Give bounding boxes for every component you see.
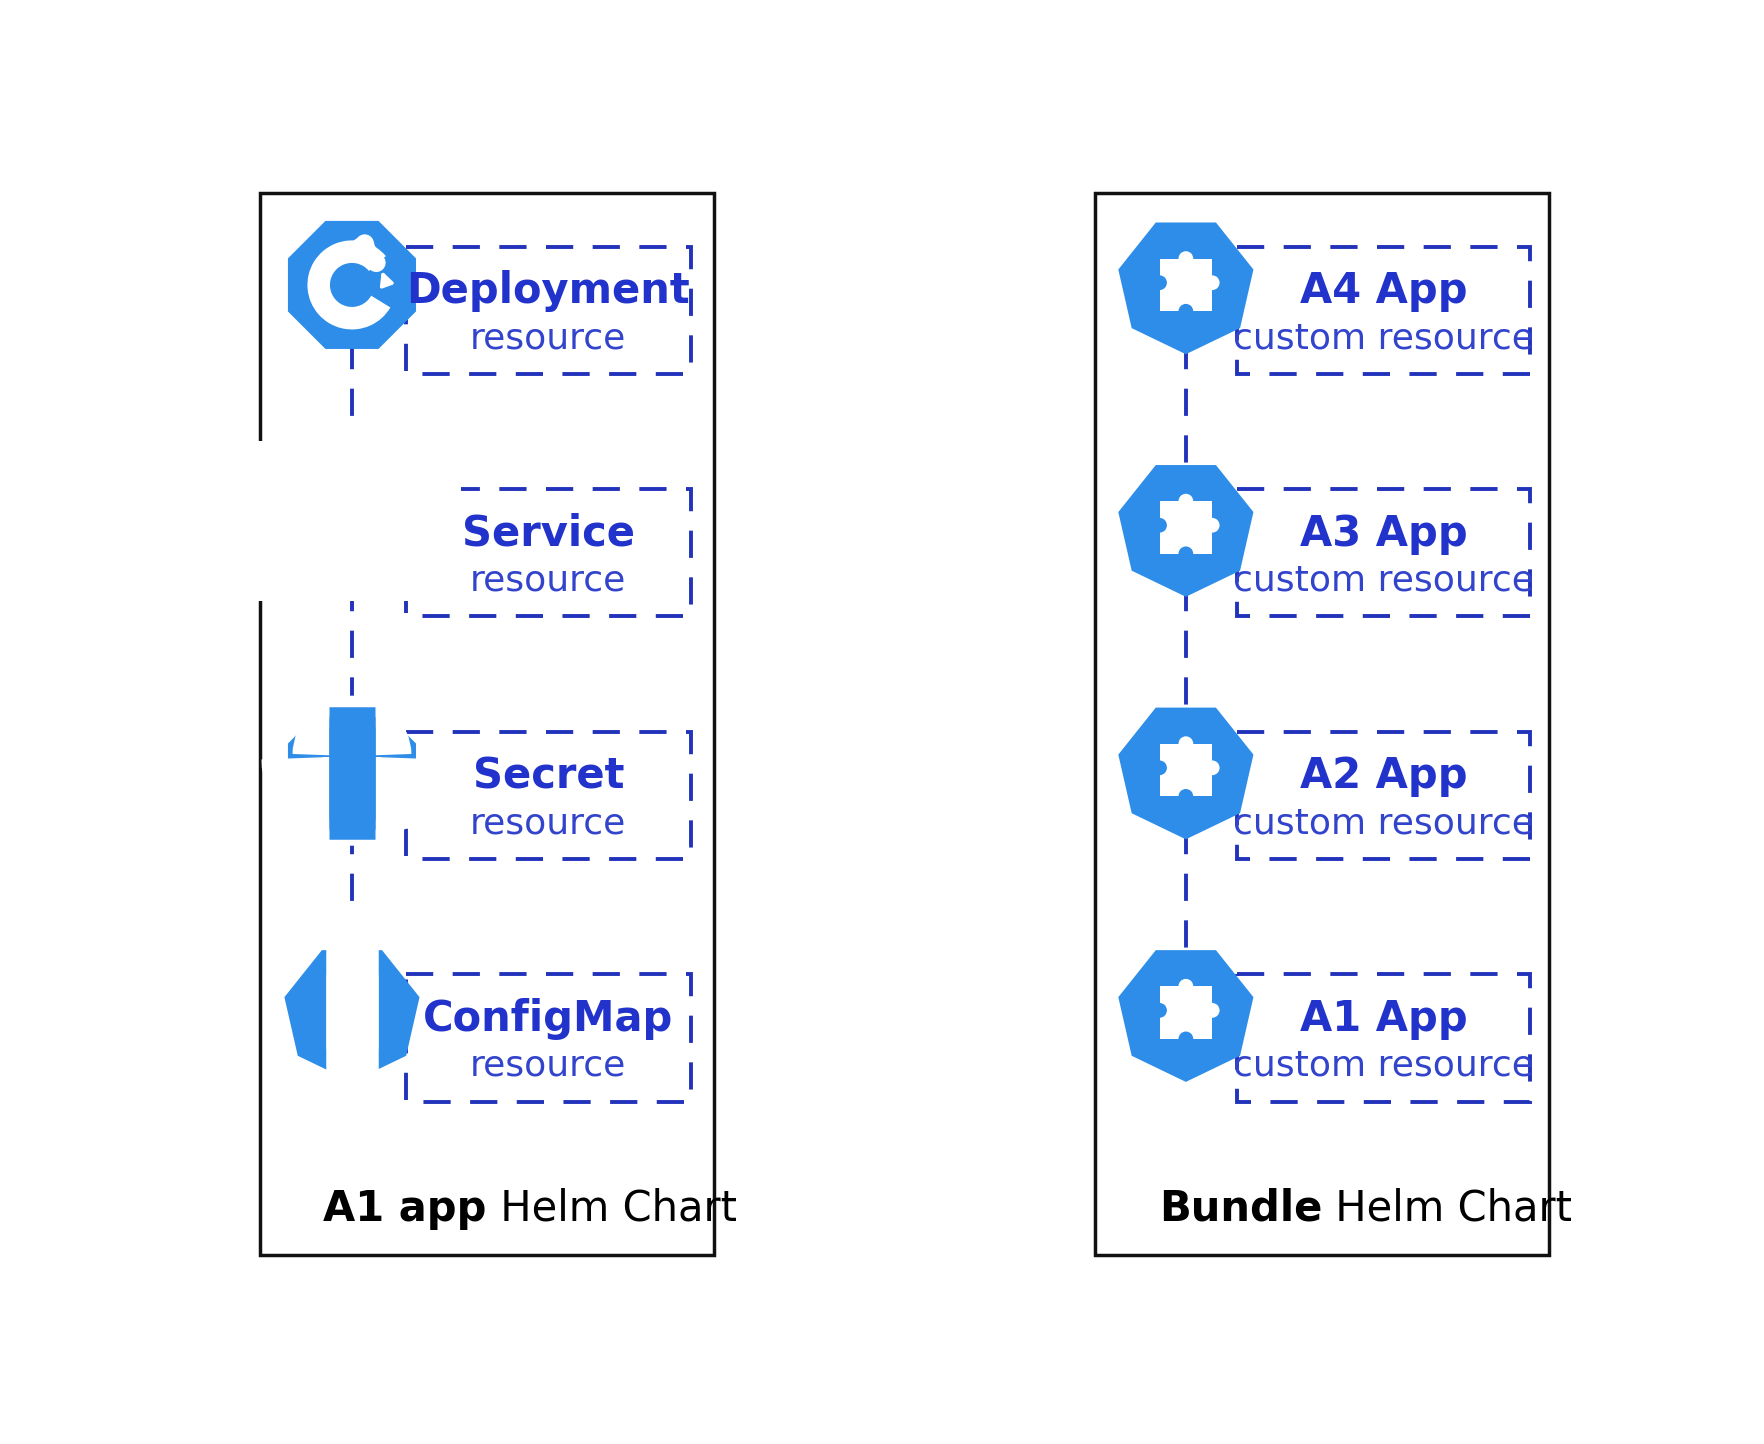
Polygon shape (1118, 708, 1254, 839)
Text: A4 App: A4 App (1300, 270, 1468, 312)
Circle shape (1178, 736, 1192, 751)
FancyBboxPatch shape (323, 757, 381, 790)
FancyBboxPatch shape (337, 521, 367, 539)
FancyBboxPatch shape (1159, 258, 1212, 312)
Polygon shape (284, 950, 420, 1082)
Text: Service: Service (462, 513, 635, 554)
Text: A2 App: A2 App (1300, 755, 1468, 797)
Text: Bundle: Bundle (1159, 1188, 1323, 1230)
Text: Helm Chart: Helm Chart (1323, 1188, 1572, 1230)
Text: Helm Chart: Helm Chart (487, 1188, 737, 1230)
Circle shape (1178, 251, 1192, 266)
Text: A3 App: A3 App (1300, 513, 1468, 554)
FancyBboxPatch shape (259, 192, 714, 1255)
Circle shape (348, 768, 356, 778)
Text: custom resource: custom resource (1233, 563, 1535, 598)
Text: custom resource: custom resource (1233, 1048, 1535, 1083)
Circle shape (1178, 979, 1192, 993)
FancyBboxPatch shape (1159, 986, 1212, 1038)
FancyBboxPatch shape (337, 494, 367, 511)
Circle shape (1152, 761, 1168, 775)
Text: ConfigMap: ConfigMap (423, 998, 674, 1040)
Polygon shape (1118, 950, 1254, 1082)
Circle shape (1152, 1004, 1168, 1018)
FancyBboxPatch shape (307, 521, 339, 539)
Circle shape (1152, 518, 1168, 533)
Text: Deployment: Deployment (406, 270, 690, 312)
Text: resource: resource (471, 322, 626, 355)
Circle shape (1178, 494, 1192, 508)
Circle shape (1178, 303, 1192, 319)
Circle shape (1152, 276, 1168, 290)
Text: resource: resource (471, 563, 626, 598)
Circle shape (1205, 1004, 1219, 1018)
Polygon shape (1118, 222, 1254, 354)
Circle shape (1205, 276, 1219, 290)
FancyBboxPatch shape (1159, 744, 1212, 796)
Circle shape (1178, 788, 1192, 804)
FancyBboxPatch shape (1095, 192, 1549, 1255)
Circle shape (1205, 518, 1219, 533)
Polygon shape (288, 706, 416, 835)
Text: custom resource: custom resource (1233, 322, 1535, 355)
Circle shape (1205, 761, 1219, 775)
FancyBboxPatch shape (1159, 501, 1212, 554)
Polygon shape (288, 221, 416, 349)
Text: custom resource: custom resource (1233, 806, 1535, 840)
Text: resource: resource (471, 1048, 626, 1083)
Text: resource: resource (471, 806, 626, 840)
Text: A1 App: A1 App (1300, 998, 1468, 1040)
Polygon shape (288, 464, 416, 592)
Text: Secret: Secret (473, 755, 624, 797)
Circle shape (1178, 1031, 1192, 1047)
Text: A1 app: A1 app (323, 1188, 487, 1230)
FancyBboxPatch shape (365, 521, 397, 539)
Circle shape (1178, 546, 1192, 562)
Polygon shape (1118, 465, 1254, 596)
